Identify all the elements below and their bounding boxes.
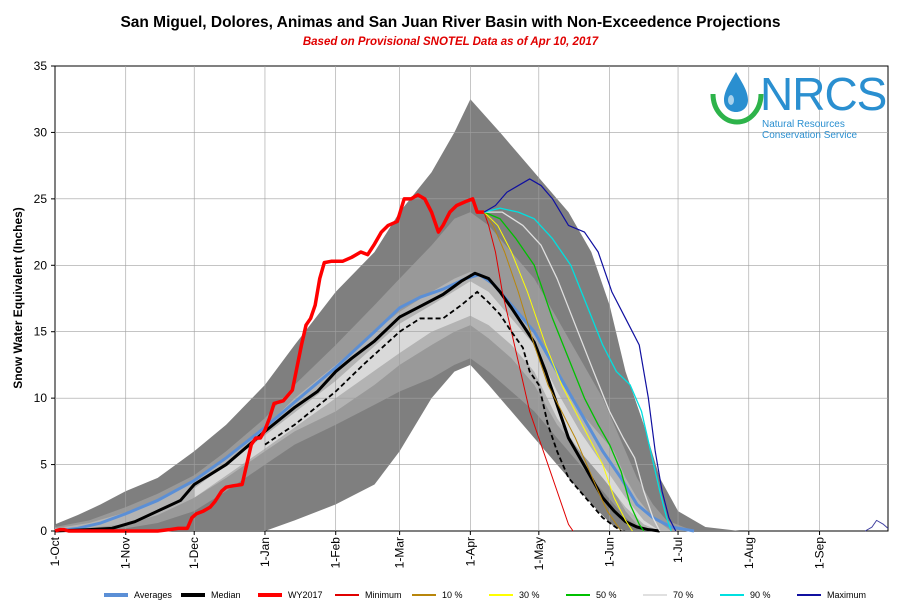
logo-line1: Natural Resources bbox=[762, 119, 845, 130]
chart-title: San Miguel, Dolores, Animas and San Juan… bbox=[120, 14, 781, 31]
logo-text: NRCS bbox=[760, 68, 886, 120]
y-tick-label: 35 bbox=[34, 59, 48, 73]
legend-label: Averages bbox=[134, 590, 172, 600]
x-tick-label: 1-Nov bbox=[119, 537, 133, 569]
band-3 bbox=[194, 281, 660, 531]
y-tick-label: 5 bbox=[40, 458, 47, 472]
x-tick-label: 1-Oct bbox=[48, 536, 62, 566]
x-tick-label: 1-Jun bbox=[603, 537, 617, 567]
y-tick-label: 30 bbox=[34, 125, 48, 139]
chart-subtitle: Based on Provisional SNOTEL Data as of A… bbox=[302, 36, 599, 48]
series-lines bbox=[54, 178, 889, 533]
y-axis: 0 5 10 15 20 25 30 35 bbox=[34, 59, 55, 538]
legend-label: WY2017 bbox=[288, 590, 323, 600]
series-4 bbox=[483, 211, 622, 532]
grid-lines bbox=[55, 66, 888, 531]
legend-label: 10 % bbox=[442, 590, 463, 600]
x-tick-label: 1-Jan bbox=[258, 537, 272, 567]
series-10 bbox=[864, 519, 889, 532]
x-tick-label: 1-Apr bbox=[463, 537, 477, 566]
series-0 bbox=[54, 273, 695, 533]
legend-label: 90 % bbox=[750, 590, 771, 600]
legend-label: Median bbox=[211, 590, 241, 600]
y-tick-label: 15 bbox=[34, 325, 48, 339]
legend-label: Maximum bbox=[827, 590, 866, 600]
nrcs-logo: NRCS Natural Resources Conservation Serv… bbox=[710, 68, 887, 141]
series-6 bbox=[483, 211, 645, 532]
water-drop-icon bbox=[710, 72, 764, 125]
series-8 bbox=[483, 207, 672, 532]
y-tick-label: 0 bbox=[40, 524, 47, 538]
percentile-bands bbox=[55, 99, 888, 531]
x-tick-label: 1-Dec bbox=[187, 537, 201, 569]
logo-line2: Conservation Service bbox=[762, 130, 857, 141]
x-tick-label: 1-Feb bbox=[329, 537, 343, 569]
legend: Averages Median WY2017 Minimum 10 % 30 % 50 % 7… bbox=[104, 590, 866, 600]
series-9 bbox=[483, 178, 677, 532]
legend-label: 70 % bbox=[673, 590, 694, 600]
x-tick-label: 1-Aug bbox=[742, 537, 756, 569]
x-tick-label: 1-Mar bbox=[393, 537, 407, 568]
x-tick-label: 1-Jul bbox=[671, 537, 685, 563]
y-tick-label: 10 bbox=[34, 391, 48, 405]
x-tick-label: 1-Sep bbox=[813, 537, 827, 569]
legend-label: Minimum bbox=[365, 590, 402, 600]
y-tick-label: 25 bbox=[34, 192, 48, 206]
series-7 bbox=[484, 211, 661, 532]
series-5 bbox=[483, 211, 633, 532]
legend-label: 30 % bbox=[519, 590, 540, 600]
series-3 bbox=[483, 211, 574, 532]
series-2 bbox=[54, 193, 485, 533]
y-tick-label: 20 bbox=[34, 258, 48, 272]
y-axis-label: Snow Water Equivalent (Inches) bbox=[11, 207, 25, 389]
x-tick-label: 1-May bbox=[532, 537, 546, 570]
x-axis: 1-Oct 1-Nov 1-Dec 1-Jan 1-Feb 1-Mar 1-Apr 1-May… bbox=[48, 531, 827, 570]
legend-label: 50 % bbox=[596, 590, 617, 600]
